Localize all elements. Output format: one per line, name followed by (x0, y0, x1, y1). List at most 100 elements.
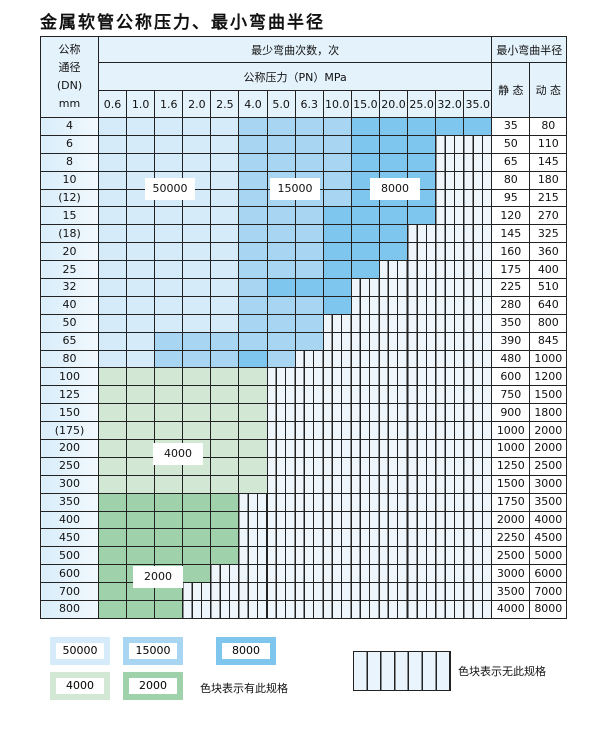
unavailable-cell (294, 456, 324, 476)
available-cell (126, 278, 156, 297)
unavailable-cell (378, 456, 409, 476)
available-cell (154, 206, 184, 226)
available-cell (435, 117, 465, 136)
region-label-15000: 15000 (270, 178, 320, 200)
available-cell (182, 492, 212, 512)
available-cell (210, 188, 240, 208)
pressure-column-header: 10.0 (322, 90, 352, 118)
dn-cell: 40 (40, 295, 99, 315)
dynamic-radius-cell: 7000 (529, 582, 568, 602)
unavailable-cell (350, 600, 380, 619)
static-radius-cell: 750 (491, 385, 531, 405)
available-cell (238, 170, 268, 190)
available-cell (97, 421, 128, 441)
dynamic-radius-cell: 2500 (529, 456, 568, 476)
static-radius-cell: 1000 (491, 421, 531, 441)
available-cell (210, 260, 240, 280)
dynamic-radius-cell: 510 (529, 278, 568, 297)
pressure-column-header: 1.0 (126, 90, 156, 118)
dynamic-radius-cell: 80 (529, 117, 568, 136)
unavailable-cell (378, 349, 409, 369)
available-cell (182, 528, 212, 548)
unavailable-cell (350, 492, 380, 512)
unavailable-cell (322, 456, 352, 476)
pressure-column-header: 20.0 (378, 90, 409, 118)
available-cell (154, 260, 184, 280)
dynamic-radius-cell: 4500 (529, 528, 568, 548)
unavailable-cell (266, 385, 296, 405)
legend-15000: 15000 (123, 637, 183, 665)
unavailable-cell (463, 564, 493, 584)
unavailable-cell (463, 206, 493, 226)
available-cell (154, 474, 184, 494)
available-cell (182, 134, 212, 154)
unavailable-cell (350, 528, 380, 548)
available-cell (154, 242, 184, 262)
available-cell (126, 242, 156, 262)
unavailable-cell (463, 349, 493, 369)
available-cell (126, 295, 156, 315)
available-cell (182, 206, 212, 226)
available-cell (126, 510, 156, 530)
available-cell (210, 528, 240, 548)
dn-cell: 80 (40, 349, 99, 369)
available-cell (154, 510, 184, 530)
unavailable-cell (407, 403, 437, 423)
available-cell (97, 134, 128, 154)
available-cell (154, 492, 184, 512)
available-cell (322, 206, 352, 226)
static-radius-cell: 280 (491, 295, 531, 315)
table-row: (18) 145 325 (40, 224, 568, 244)
page-title: 金属软管公称压力、最小弯曲半径 (40, 13, 325, 33)
available-cell (407, 134, 437, 154)
available-cell (126, 546, 156, 566)
unavailable-cell (435, 385, 465, 405)
table-row: 600 3000 6000 (40, 564, 568, 584)
unavailable-cell (294, 600, 324, 619)
available-cell (154, 313, 184, 333)
table-row: 65 390 845 (40, 331, 568, 351)
available-cell (126, 439, 156, 458)
table-row: 8 65 145 (40, 152, 568, 172)
static-radius-cell: 3500 (491, 582, 531, 602)
dynamic-radius-cell: 8000 (529, 600, 568, 619)
available-cell (182, 278, 212, 297)
table-row: 125 750 1500 (40, 385, 568, 405)
available-cell (407, 117, 437, 136)
unavailable-cell (435, 564, 465, 584)
unavailable-cell (463, 260, 493, 280)
available-cell (126, 331, 156, 351)
unavailable-cell (378, 546, 409, 566)
unavailable-cell (407, 278, 437, 297)
available-cell (97, 528, 128, 548)
table-row: 250 1250 2500 (40, 456, 568, 476)
available-cell (126, 152, 156, 172)
available-cell (154, 385, 184, 405)
available-cell (238, 456, 268, 476)
unavailable-cell (435, 170, 465, 190)
available-cell (154, 600, 184, 619)
dn-cell: 20 (40, 242, 99, 262)
unavailable-cell (266, 582, 296, 602)
available-cell (322, 117, 352, 136)
available-cell (154, 367, 184, 387)
available-cell (182, 331, 212, 351)
unavailable-cell (463, 474, 493, 494)
available-cell (350, 206, 380, 226)
table-row: 150 900 1800 (40, 403, 568, 423)
available-cell (407, 206, 437, 226)
available-cell (97, 367, 128, 387)
dn-cell: 350 (40, 492, 99, 512)
cycles-header: 最少弯曲次数，次 (97, 36, 493, 63)
unavailable-cell (407, 546, 437, 566)
table-row: 350 1750 3500 (40, 492, 568, 512)
dn-cell: 50 (40, 313, 99, 333)
available-cell (210, 134, 240, 154)
available-cell (210, 367, 240, 387)
available-cell (154, 152, 184, 172)
available-cell (126, 600, 156, 619)
dynamic-radius-cell: 2000 (529, 439, 568, 458)
available-cell (154, 421, 184, 441)
available-cell (322, 295, 352, 315)
available-cell (126, 474, 156, 494)
